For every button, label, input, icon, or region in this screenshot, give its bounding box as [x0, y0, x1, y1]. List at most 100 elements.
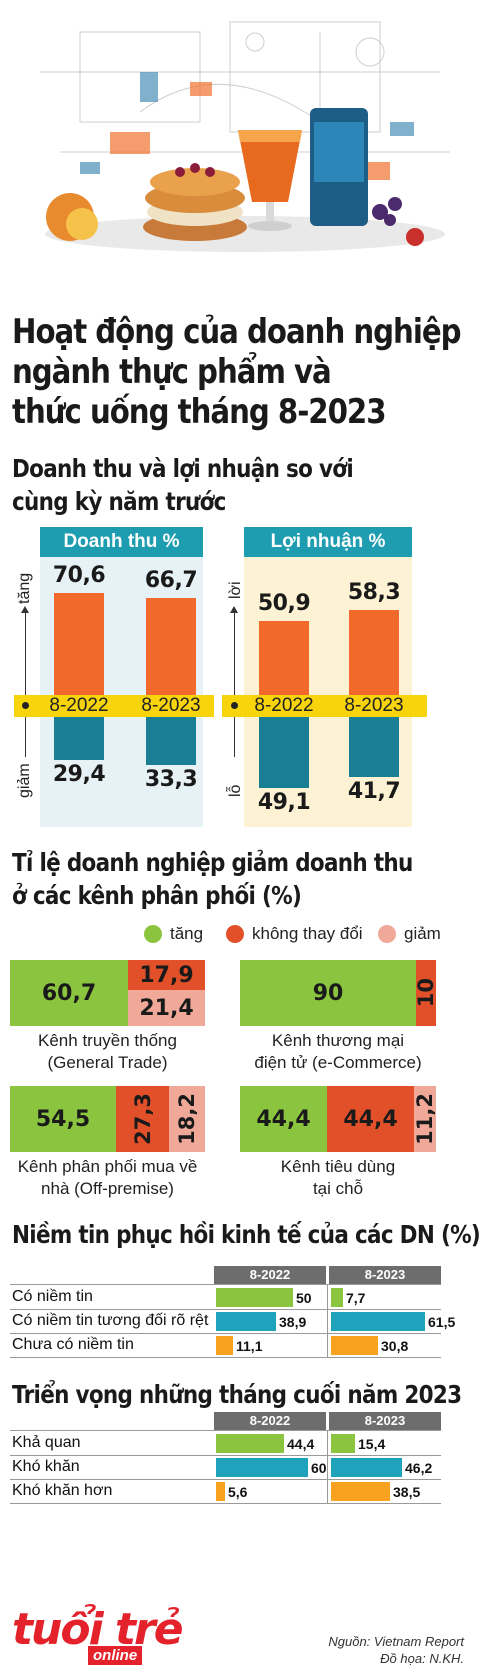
table-divider: [10, 1503, 441, 1504]
page-title: Hoạt động của doanh nghiệp ngành thực ph…: [12, 312, 462, 432]
table-row-label: Khó khăn: [12, 1458, 80, 1475]
revenue-bar-down: [54, 717, 104, 760]
profit-value-up: 58,3: [347, 580, 401, 606]
table-value: 30,8: [381, 1338, 409, 1354]
channel-segment-increase: 44,4: [240, 1086, 327, 1152]
channel-caption: Kênh thương mại: [271, 1031, 405, 1050]
revenue-bar-up: [146, 598, 196, 695]
channel-segment-label: 10: [414, 978, 438, 1008]
channel-segment-unchanged: 27,3: [116, 1086, 169, 1152]
channel-caption: Kênh tiêu dùng: [280, 1157, 396, 1176]
table-bar: [331, 1288, 343, 1307]
profit-value-down: 41,7: [347, 779, 401, 805]
baseline-dot: [22, 702, 29, 709]
table-column-header: 8-2023: [329, 1266, 441, 1284]
baseline-band-revenue: [14, 695, 214, 717]
channel-segment-increase: 60,7: [10, 960, 128, 1026]
table-divider: [10, 1479, 441, 1480]
profit-up-label: lời: [227, 581, 244, 599]
revenue-value-down: 33,3: [144, 767, 198, 793]
profit-down-label: lỗ: [227, 784, 244, 797]
legend-unchanged-swatch: [226, 925, 244, 943]
table-divider: [10, 1430, 441, 1431]
profit-value-up: 50,9: [257, 591, 311, 617]
legend-increase-label: tăng: [170, 924, 204, 943]
legend-decrease-swatch: [378, 925, 396, 943]
table-bar: [331, 1336, 378, 1355]
channel-caption: (General Trade): [47, 1053, 168, 1072]
channel-segment-decrease: 18,2: [169, 1086, 205, 1152]
up-arrow-line: [25, 610, 26, 695]
channel-segment-increase: 54,5: [10, 1086, 116, 1152]
table-column-header: 8-2022: [214, 1412, 326, 1430]
channel-segment-label: 27,3: [130, 1093, 155, 1145]
brand-logo-sub: online: [88, 1646, 143, 1665]
table-divider: [10, 1333, 441, 1334]
profit-header: Lợi nhuận %: [244, 527, 412, 557]
revenue-bar-up: [54, 592, 104, 695]
table-value: 46,2: [405, 1460, 433, 1476]
revenue-value-up: 70,6: [52, 562, 106, 588]
channel-segment-unchanged: 17,9: [128, 960, 205, 990]
table-column-header: 8-2022: [214, 1266, 326, 1284]
table-value: 5,6: [228, 1484, 248, 1500]
table-row-label: Khó khăn hơn: [12, 1482, 113, 1499]
table-bar: [331, 1482, 390, 1501]
channel-segment-label: 18,2: [175, 1093, 199, 1145]
table-row-label: Có niềm tin tương đối rõ rệt: [12, 1312, 209, 1329]
table-value: 50: [296, 1290, 312, 1306]
section-revenue-profit-title: Doanh thu và lợi nhuận so với cùng kỳ nă…: [12, 454, 354, 516]
legend-increase-swatch: [144, 925, 162, 943]
up-arrow-icon: [21, 606, 29, 613]
table-bar: [216, 1482, 225, 1501]
down-arrow-line: [234, 717, 235, 757]
revenue-bar-down: [146, 717, 196, 766]
table-row-label: Chưa có niềm tin: [12, 1336, 134, 1353]
legend-unchanged-label: không thay đổi: [252, 924, 363, 943]
channel-segment-increase: 90: [240, 960, 416, 1026]
channel-caption: Kênh truyền thống: [38, 1031, 177, 1050]
revenue-header: Doanh thu %: [40, 527, 203, 557]
table-value: 44,4: [287, 1436, 315, 1452]
up-arrow-icon: [230, 606, 238, 613]
revenue-value-up: 66,7: [144, 568, 198, 594]
profit-category-label: 8-2023: [344, 695, 404, 716]
table-value: 38,9: [279, 1314, 307, 1330]
table-bar: [216, 1434, 284, 1453]
channel-segment-unchanged: 44,4: [327, 1086, 414, 1152]
channel-segment-decrease: 11,2: [413, 1086, 437, 1152]
profit-bar-down: [259, 717, 309, 789]
legend-decrease-label: giảm: [404, 924, 441, 943]
credit-text: Đồ họa: N.KH.: [380, 1651, 464, 1666]
table-value: 38,5: [393, 1484, 421, 1500]
legend: tăng không thay đổi giảm: [144, 923, 474, 945]
hero-illustration: [40, 21, 450, 252]
revenue-value-down: 29,4: [52, 761, 106, 787]
table-bar: [216, 1312, 276, 1331]
channel-segment-label: 44,4: [343, 1106, 398, 1132]
table-value: 60: [311, 1460, 327, 1476]
channel-caption: nhà (Off-premise): [41, 1179, 174, 1198]
table-value: 11,1: [236, 1338, 263, 1354]
table-column-divider: [327, 1430, 328, 1504]
table-bar: [216, 1288, 293, 1307]
up-arrow-line: [234, 610, 235, 695]
table-row-label: Khả quan: [12, 1434, 81, 1451]
table-column-divider: [327, 1284, 328, 1358]
baseline-dot: [231, 702, 238, 709]
profit-value-down: 49,1: [257, 790, 311, 816]
profit-bar-up: [259, 621, 309, 695]
section-confidence-title: Niềm tin phục hồi kinh tế của các DN (%): [12, 1220, 480, 1249]
table-divider: [10, 1309, 441, 1310]
table-bar: [331, 1434, 355, 1453]
table-bar: [331, 1458, 402, 1477]
profit-category-label: 8-2022: [254, 695, 314, 716]
table-divider: [10, 1357, 441, 1358]
baseline-band-profit: [222, 695, 427, 717]
table-value: 15,4: [358, 1436, 386, 1452]
revenue-down-label: giảm: [16, 763, 33, 798]
section-channels-title: Tỉ lệ doanh nghiệp giảm doanh thu ở các …: [12, 848, 413, 910]
table-value: 7,7: [346, 1290, 366, 1306]
table-bar: [216, 1336, 233, 1355]
table-row-label: Có niềm tin: [12, 1288, 93, 1305]
